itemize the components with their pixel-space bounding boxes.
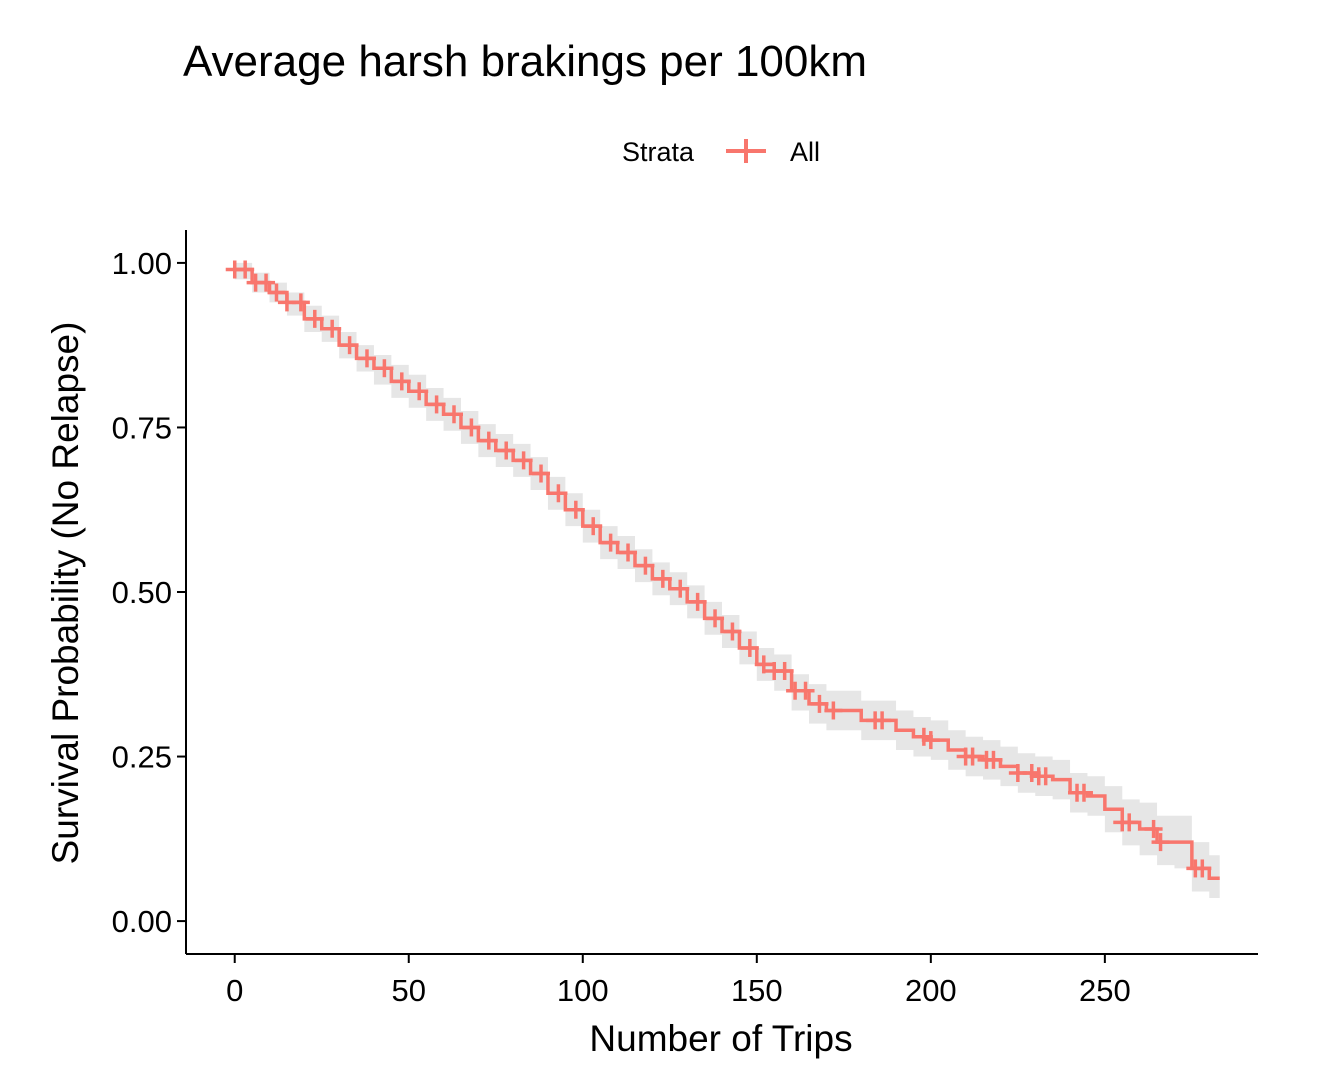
censor-mark	[584, 517, 603, 536]
chart-title: Average harsh brakings per 100km	[183, 37, 867, 86]
x-axis-ticks: 0 50 100 150 200 250	[226, 954, 1131, 1008]
x-tick-label: 0	[226, 973, 243, 1008]
censor-mark	[601, 533, 620, 552]
censor-mark	[1074, 783, 1093, 802]
censor-mark	[267, 283, 286, 302]
censor-mark	[921, 731, 940, 750]
confidence-band	[234, 262, 1220, 899]
censor-mark	[873, 711, 892, 730]
censor-mark	[1120, 813, 1139, 832]
censor-mark	[1036, 767, 1055, 786]
censor-mark	[984, 750, 1003, 769]
censor-mark	[392, 372, 411, 391]
y-tick-label: 0.25	[112, 740, 172, 775]
x-axis-title: Number of Trips	[589, 1018, 852, 1059]
censor-mark	[257, 273, 276, 292]
censor-mark	[824, 701, 843, 720]
censor-mark	[796, 681, 815, 700]
legend-entry-all: All	[790, 137, 820, 167]
censor-mark	[688, 592, 707, 611]
censor-mark	[236, 260, 255, 279]
censor-mark	[1193, 859, 1212, 878]
legend-key-all	[726, 139, 766, 163]
censor-mark	[410, 382, 429, 401]
censor-mark	[549, 484, 568, 503]
censor-mark	[636, 556, 655, 575]
censor-mark	[462, 418, 481, 437]
y-axis-ticks: 0.00 0.25 0.50 0.75 1.00	[112, 246, 186, 939]
censor-mark	[427, 395, 446, 414]
y-tick-label: 0.50	[112, 575, 172, 610]
censor-mark	[375, 359, 394, 378]
censor-mark	[479, 431, 498, 450]
censor-mark	[619, 543, 638, 562]
censor-mark	[723, 622, 742, 641]
censor-mark	[810, 694, 829, 713]
censor-mark	[963, 747, 982, 766]
y-tick-label: 0.75	[112, 410, 172, 445]
censor-mark	[754, 655, 773, 674]
censor-mark	[532, 464, 551, 483]
censor-mark	[740, 638, 759, 657]
censor-mark	[357, 349, 376, 368]
censor-mark	[514, 451, 533, 470]
censor-marks	[225, 260, 1212, 878]
censor-mark	[706, 609, 725, 628]
censor-mark	[775, 661, 794, 680]
confidence-band-0	[234, 262, 1220, 899]
censor-mark	[340, 336, 359, 355]
censor-mark	[305, 309, 324, 328]
censor-mark	[291, 293, 310, 312]
censor-mark	[1151, 833, 1170, 852]
legend-title: Strata	[622, 137, 695, 167]
y-tick-label: 1.00	[112, 246, 172, 281]
censor-mark	[671, 579, 690, 598]
censor-mark	[653, 569, 672, 588]
x-tick-label: 250	[1079, 973, 1131, 1008]
y-axis-title: Survival Probability (No Relapse)	[45, 322, 86, 865]
x-tick-label: 200	[905, 973, 957, 1008]
x-tick-label: 150	[731, 973, 783, 1008]
censor-mark	[445, 405, 463, 424]
x-tick-label: 100	[557, 973, 609, 1008]
censor-mark	[566, 500, 585, 519]
censor-mark	[1144, 819, 1163, 838]
censor-mark	[497, 441, 516, 460]
y-tick-label: 0.00	[112, 904, 172, 939]
legend: Strata All	[622, 137, 820, 167]
censor-mark	[323, 319, 342, 338]
x-tick-label: 50	[392, 973, 426, 1008]
